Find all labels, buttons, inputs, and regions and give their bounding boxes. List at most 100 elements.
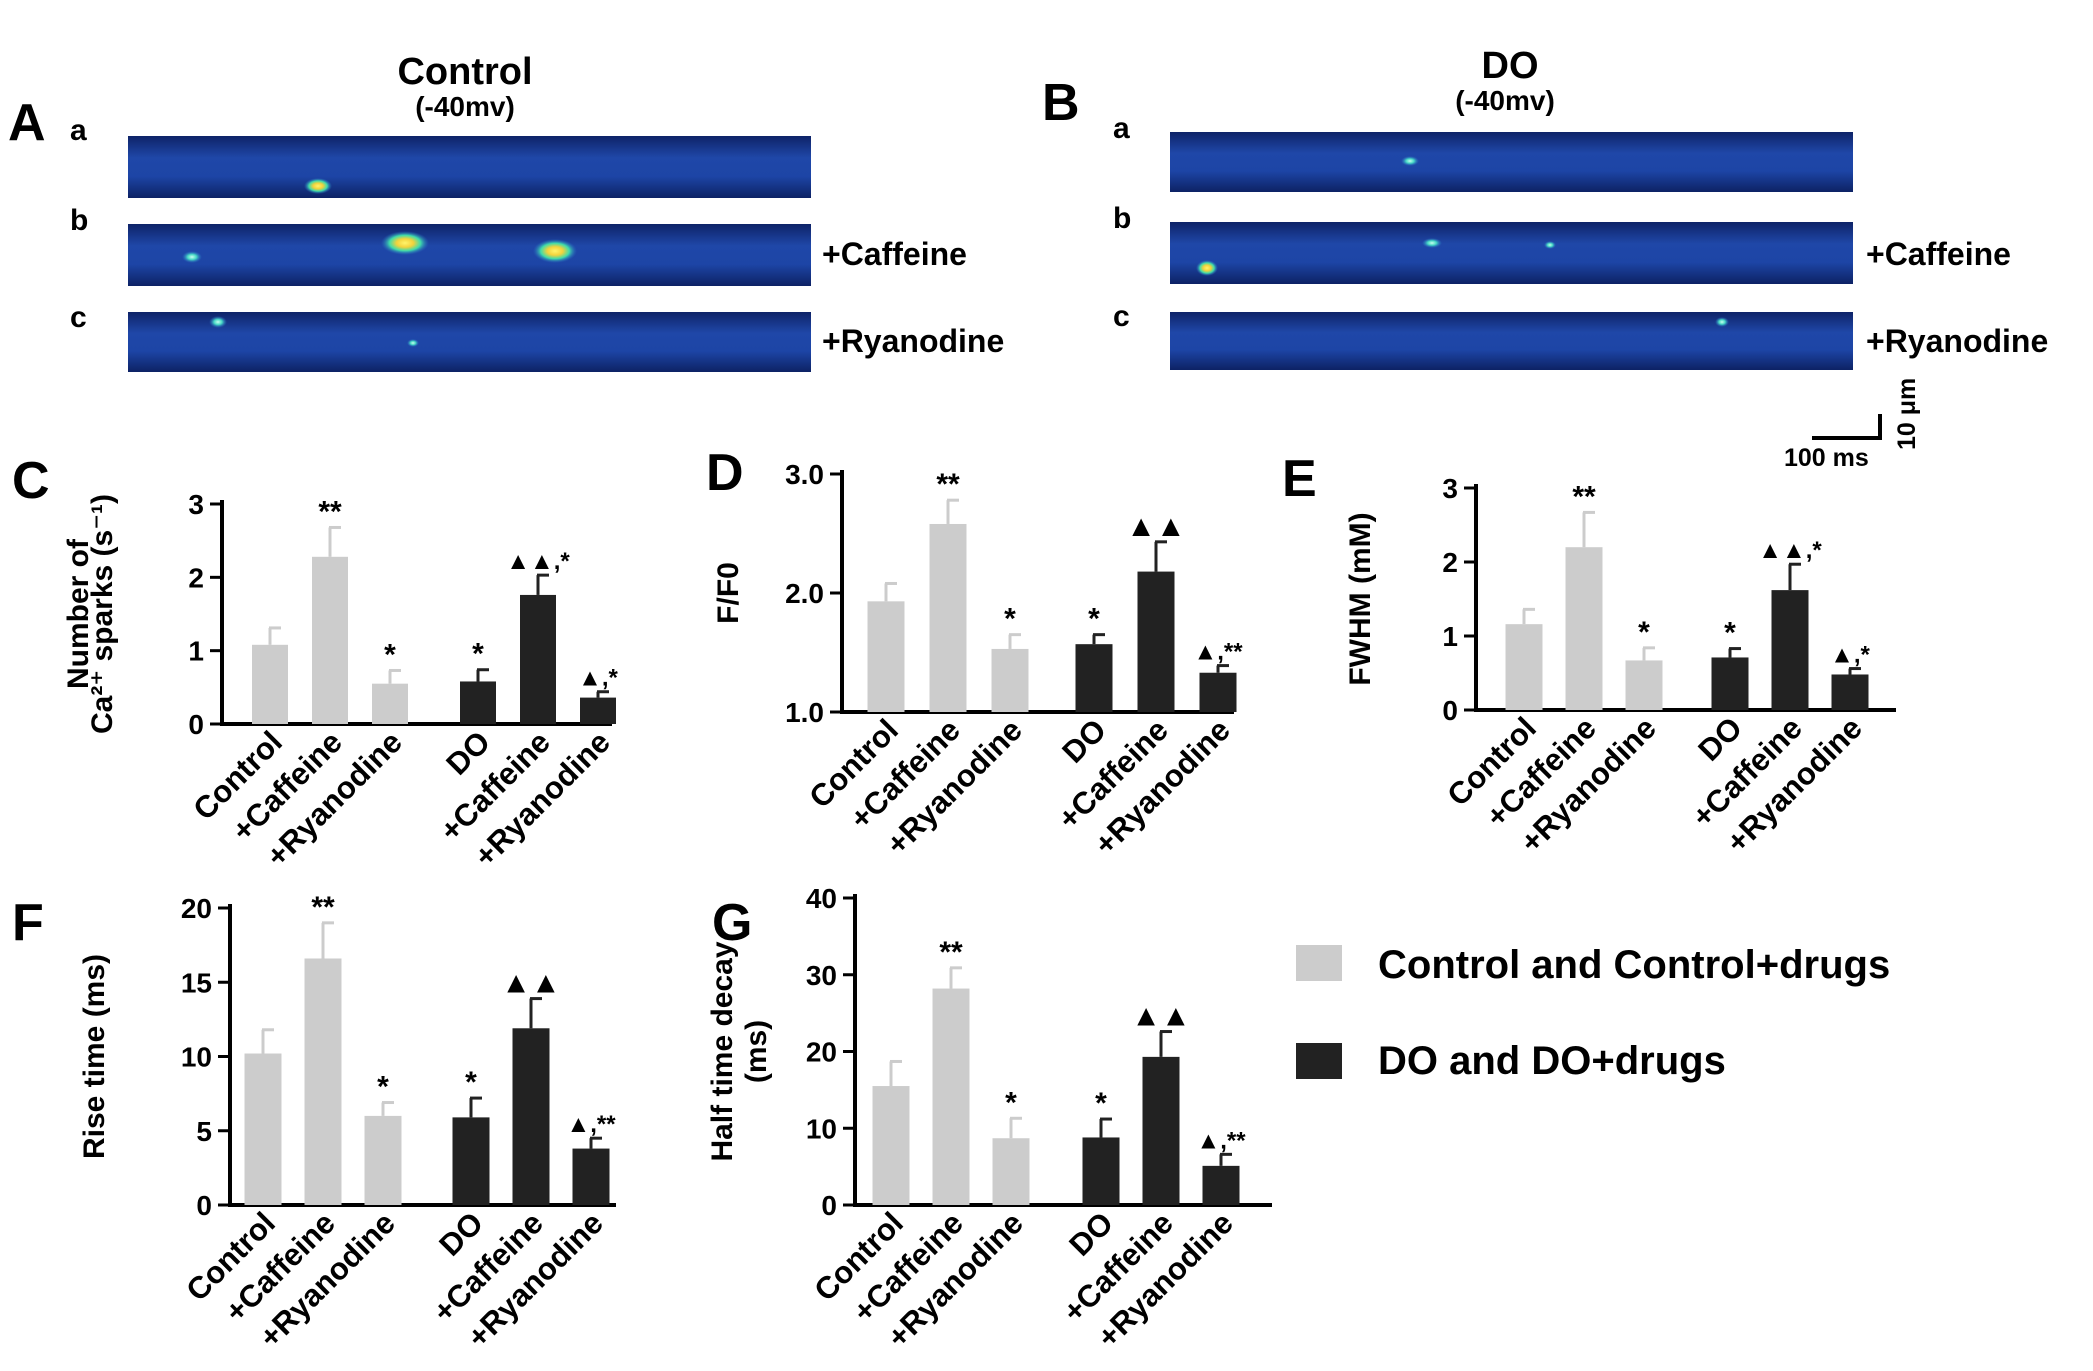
chart-e-bar — [1711, 657, 1749, 710]
chart-d-ytick-label: 2.0 — [785, 578, 824, 609]
spark-a-control-1 — [304, 178, 332, 194]
chart-f-bar — [244, 1053, 282, 1205]
chart-e-annotation: ▲▲,* — [1758, 537, 1822, 564]
chart-f-bar — [572, 1148, 610, 1205]
chart-g-bar — [992, 1138, 1030, 1205]
chart-c-annotation: ▲,* — [578, 665, 618, 692]
spark-b-do-3 — [1544, 241, 1556, 249]
chart-c-ytick-label: 3 — [188, 489, 204, 520]
chart-g-ytick-label: 10 — [806, 1113, 837, 1144]
chart-f-annotation: ▲,** — [566, 1111, 616, 1138]
panel-b-row-a-letter: a — [1113, 112, 1130, 145]
chart-e-annotation: ▲,* — [1830, 642, 1870, 669]
panel-a-letter: A — [8, 94, 46, 152]
legend-swatch-do — [1296, 1043, 1342, 1079]
chart-f-annotation: ▲▲ — [501, 967, 560, 1000]
chart-f-ytick-label: 15 — [181, 967, 212, 998]
chart-e-bar — [1505, 624, 1543, 710]
chart-f-bar — [452, 1117, 490, 1205]
spark-b-control-2 — [533, 239, 577, 263]
legend-label-do: DO and DO+drugs — [1378, 1039, 1726, 1083]
panel-b-row-b-label: +Caffeine — [1866, 236, 2011, 272]
chart-d-annotation: * — [1088, 603, 1100, 636]
chart-f-ylabel: Rise time (ms) — [78, 954, 111, 1159]
chart-f-bar — [304, 958, 342, 1205]
chart-c-bar — [312, 556, 348, 724]
chart-f-ytick-label: 0 — [196, 1190, 212, 1221]
panel-b: B DO (-40mv) a b +Caffeine c +Ryanodine … — [1042, 45, 2048, 472]
chart-g-ytick-label: 20 — [806, 1037, 837, 1068]
chart-g-annotation: ▲▲ — [1131, 1000, 1190, 1033]
chart-e-bar — [1831, 674, 1869, 710]
chart-e-ytick-label: 2 — [1442, 547, 1458, 578]
chart-g-bar — [872, 1086, 910, 1205]
chart-c-bar — [252, 644, 288, 724]
chart-f-ytick-label: 5 — [196, 1116, 212, 1147]
chart-g-annotation: * — [1005, 1086, 1017, 1119]
panel-b-row-b-letter: b — [1113, 202, 1131, 235]
chart-g-bar — [1202, 1165, 1240, 1205]
spark-b-do-1 — [1196, 260, 1218, 276]
panel-b-row-c-letter: c — [1113, 300, 1130, 333]
chart-c-ylabel: Ca²⁺ sparks (s⁻¹) — [86, 494, 119, 734]
chart-e-ytick-label: 3 — [1442, 473, 1458, 504]
chart-g-ylabel: (ms) — [740, 1020, 773, 1083]
chart-c-bar — [460, 681, 496, 724]
chart-f-bar — [512, 1028, 550, 1205]
chart-e-annotation: * — [1638, 616, 1650, 649]
chart-d-annotation: ▲,** — [1193, 639, 1243, 666]
chart-g-bar — [1142, 1056, 1180, 1205]
chart-d-bar — [1137, 571, 1175, 712]
panel-b-subtitle: (-40mv) — [1455, 85, 1555, 116]
panel-a-row-b-letter: b — [70, 204, 88, 237]
chart-c-annotation: * — [472, 638, 484, 671]
chart-g-ytick-label: 40 — [806, 883, 837, 914]
chart-c-ytick-label: 0 — [188, 709, 204, 740]
linescan-b-do — [1170, 222, 1853, 284]
chart-d-annotation: ▲▲ — [1126, 510, 1185, 543]
chart-e-ytick-label: 0 — [1442, 695, 1458, 726]
spark-b-control-1 — [381, 231, 429, 255]
legend-label-control: Control and Control+drugs — [1378, 943, 1890, 987]
chart-f-annotation: * — [377, 1071, 389, 1104]
panel-a-row-c-letter: c — [70, 301, 87, 334]
chart-e-annotation: ** — [1572, 480, 1596, 513]
panel-a-title: Control — [397, 51, 532, 93]
chart-c-ytick-label: 1 — [188, 636, 204, 667]
spark-c-control-1 — [209, 316, 227, 328]
panel-a-subtitle: (-40mv) — [415, 91, 515, 122]
chart-g-ylabel: Half time decay — [706, 941, 739, 1161]
chart-g-ytick-label: 0 — [821, 1190, 837, 1221]
chart-c-bar — [520, 594, 556, 724]
chart-e-bar — [1565, 547, 1603, 710]
chart-c-bar — [580, 697, 616, 724]
chart-d-bar — [867, 601, 905, 712]
panel-b-row-c-label: +Ryanodine — [1866, 323, 2048, 359]
chart-d-annotation: * — [1004, 603, 1016, 636]
legend-swatch-control — [1296, 945, 1342, 981]
scale-bar: 100 ms 10 μm — [1784, 378, 1921, 472]
chart-g-letter: G — [712, 894, 752, 952]
linescan-a-do — [1170, 132, 1853, 192]
spark-c-control-2 — [407, 339, 419, 347]
chart-d-bar — [1199, 672, 1237, 712]
spark-b-control-3 — [182, 251, 202, 263]
spark-c-do-1 — [1715, 317, 1729, 327]
chart-d-bar — [929, 523, 967, 712]
scale-bar-space: 10 μm — [1893, 378, 1921, 450]
chart-c-ylabel: Number of — [62, 538, 95, 689]
linescan-c-control — [128, 312, 811, 372]
spark-b-do-2 — [1422, 238, 1442, 248]
chart-d-bar — [1075, 644, 1113, 712]
spark-a-do-1 — [1401, 156, 1419, 166]
chart-g-annotation: ** — [939, 936, 963, 969]
chart-d-ytick-label: 3.0 — [785, 459, 824, 490]
panel-b-title: DO — [1482, 45, 1539, 87]
chart-c-annotation: ▲▲,* — [506, 548, 570, 575]
chart-f-annotation: ** — [311, 891, 335, 924]
chart-g-bar — [1082, 1137, 1120, 1205]
chart-c-ytick-label: 2 — [188, 562, 204, 593]
